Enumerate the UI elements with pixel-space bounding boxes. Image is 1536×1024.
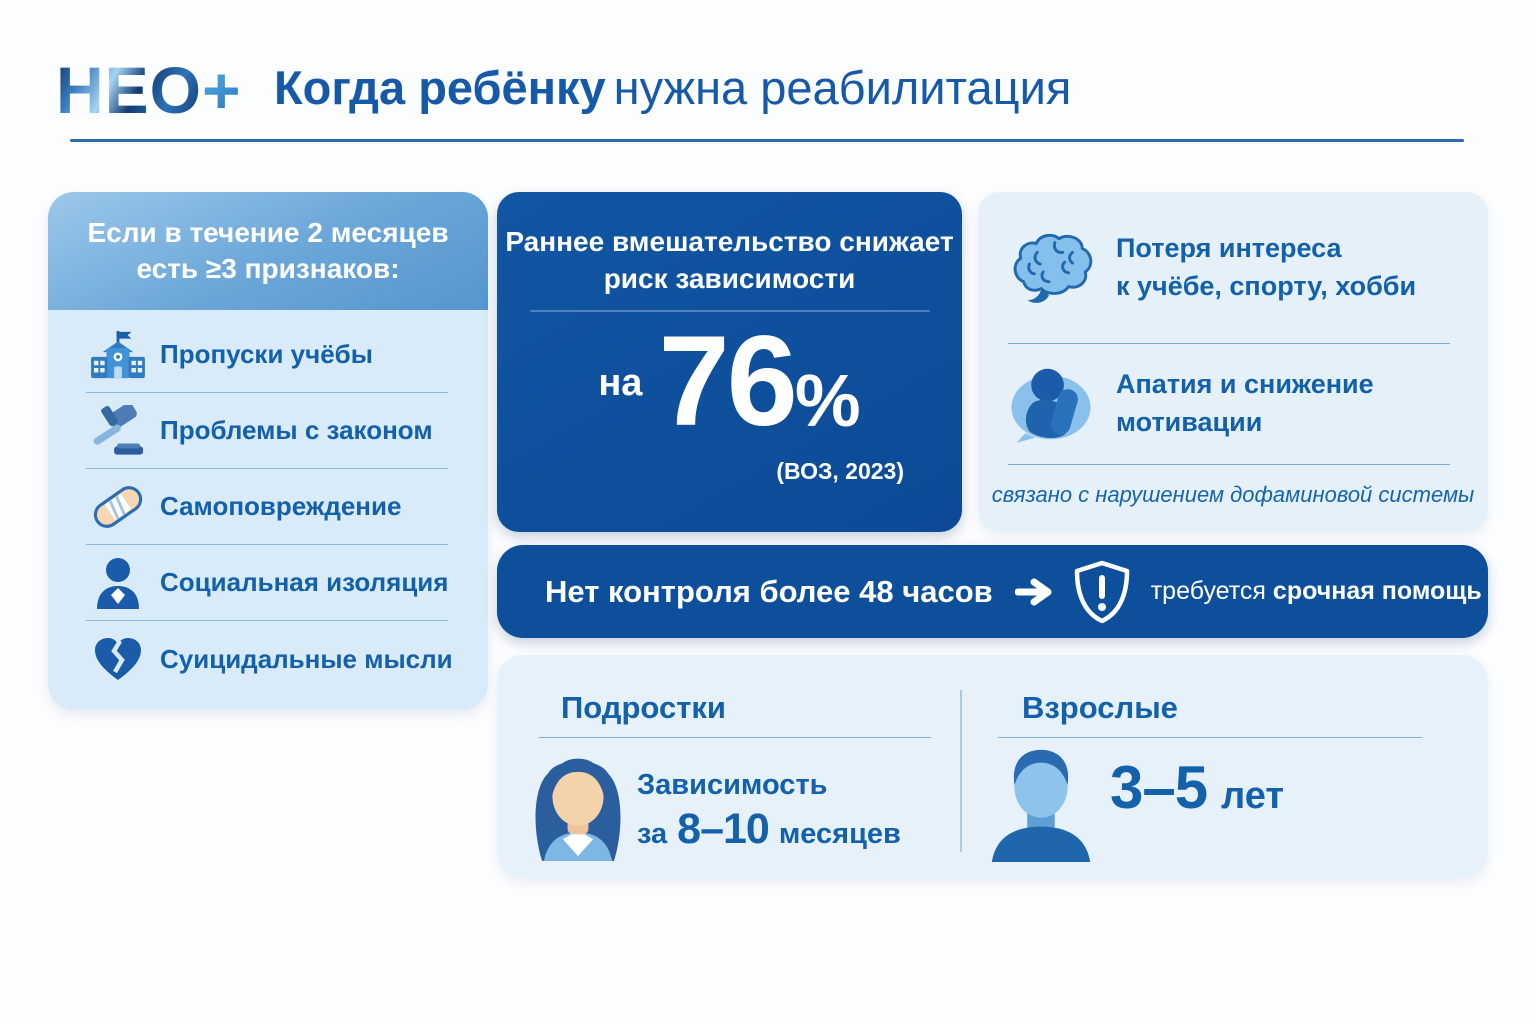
adults-divider bbox=[998, 737, 1422, 738]
teens-value-prefix: за bbox=[637, 818, 668, 850]
early-intervention-stat-panel: Раннее вмешательство снижает риск зависи… bbox=[497, 192, 962, 532]
teens-column: Подростки Зависимость за 8–10 месяцев bbox=[497, 655, 960, 878]
criteria-label: Суицидальные мысли bbox=[160, 643, 453, 674]
adults-column: Взрослые 3–5 лет bbox=[960, 655, 1488, 878]
symptom-line2: к учёбе, спорту, хобби bbox=[1116, 270, 1417, 301]
school-icon bbox=[86, 330, 150, 380]
adults-value-suffix: лет bbox=[1221, 775, 1284, 817]
arrow-right-icon bbox=[1014, 578, 1057, 606]
symptom-line1: Апатия и снижение bbox=[1116, 369, 1374, 400]
teen-girl-avatar bbox=[525, 746, 631, 869]
teens-line2: за 8–10 месяцев bbox=[637, 805, 901, 854]
page-title-bold: Когда ребёнку bbox=[274, 61, 606, 114]
stat-percent-sign: % bbox=[794, 358, 861, 442]
page-title: Когда ребёнку нужна реабилитация bbox=[274, 60, 1071, 115]
brain-icon bbox=[1008, 229, 1094, 307]
adults-title: Взрослые bbox=[1022, 690, 1178, 725]
symptom-text: Апатия и снижение мотивации bbox=[1116, 366, 1374, 442]
adults-timeline-text: 3–5 лет bbox=[1110, 753, 1284, 822]
recovery-timeline-panel: Подростки Зависимость за 8–10 месяцев bbox=[497, 655, 1488, 878]
neo-plus-logo: НЕО+ bbox=[56, 52, 242, 128]
list-item: Суицидальные мысли bbox=[86, 621, 453, 697]
alert-action-regular: требуется bbox=[1150, 577, 1266, 605]
stat-prefix: на bbox=[598, 361, 643, 404]
urgent-help-banner: Нет контроля более 48 часов требуется ср… bbox=[497, 545, 1488, 638]
criteria-panel-heading: Если в течение 2 месяцев есть ≥3 признак… bbox=[48, 192, 488, 310]
stat-value: на 76 % bbox=[497, 309, 962, 453]
stat-heading-line1: Раннее вмешательство bbox=[505, 226, 832, 257]
logo-plus-icon: + bbox=[202, 53, 242, 127]
symptom-line1: Потеря интереса bbox=[1116, 232, 1342, 263]
symptom-line2: мотивации bbox=[1116, 407, 1263, 437]
symptom-text: Потеря интереса к учёбе, спорту, хобби bbox=[1116, 230, 1416, 306]
stat-number: 76 bbox=[658, 309, 797, 453]
teens-line1: Зависимость bbox=[637, 769, 828, 801]
alert-action-bold: срочная помощь bbox=[1272, 577, 1482, 605]
teens-timeline-text: Зависимость за 8–10 месяцев bbox=[637, 769, 901, 854]
apathy-icon bbox=[1008, 360, 1094, 448]
symptoms-panel: Потеря интереса к учёбе, спорту, хобби А… bbox=[978, 192, 1488, 532]
criteria-label: Самоповреждение bbox=[160, 491, 402, 521]
header-divider bbox=[70, 139, 1464, 142]
list-item: Социальная изоляция bbox=[86, 545, 448, 621]
adults-value: 3–5 bbox=[1110, 754, 1208, 821]
teens-value-suffix: месяцев bbox=[778, 818, 901, 850]
bandage-icon bbox=[86, 481, 150, 533]
alert-condition-text: Нет контроля более 48 часов bbox=[545, 573, 993, 609]
criteria-label: Проблемы с законом bbox=[160, 415, 433, 445]
criteria-label: Пропуски учёбы bbox=[160, 339, 373, 369]
stat-source: (ВОЗ, 2023) bbox=[776, 458, 904, 484]
criteria-heading-line1: Если в течение 2 месяцев bbox=[87, 217, 449, 249]
criteria-label: Социальная изоляция bbox=[160, 567, 449, 597]
criteria-panel: Если в течение 2 месяцев есть ≥3 признак… bbox=[48, 192, 488, 710]
list-item: Пропуски учёбы bbox=[86, 317, 448, 393]
adult-man-avatar bbox=[982, 743, 1100, 868]
list-item: Потеря интереса к учёбе, спорту, хобби bbox=[1008, 192, 1450, 344]
teens-divider bbox=[539, 737, 931, 738]
page-title-regular: нужна реабилитация bbox=[613, 61, 1072, 114]
broken-heart-icon bbox=[86, 635, 150, 683]
list-item: Проблемы с законом bbox=[86, 393, 448, 469]
column-divider bbox=[960, 690, 962, 852]
gavel-icon bbox=[86, 404, 150, 457]
teens-value: 8–10 bbox=[677, 805, 770, 853]
criteria-list: Пропуски учёбы Проблемы с законом bbox=[48, 310, 488, 697]
dopamine-footnote: связано с нарушением дофаминовой системы bbox=[991, 482, 1475, 507]
shield-alert-icon bbox=[1073, 560, 1131, 624]
logo-text: НЕО bbox=[56, 53, 203, 127]
stat-heading: Раннее вмешательство снижает риск зависи… bbox=[497, 192, 962, 298]
criteria-heading-line2: есть ≥3 признаков: bbox=[136, 253, 400, 284]
person-icon bbox=[86, 557, 150, 609]
stat-heading-line2: снижает риск зависимости bbox=[603, 226, 954, 294]
stat-divider bbox=[529, 309, 930, 312]
teens-title: Подростки bbox=[561, 690, 726, 725]
list-item: Самоповреждение bbox=[86, 469, 448, 545]
alert-action-text: требуется срочная помощь bbox=[1151, 577, 1482, 606]
list-item: Апатия и снижение мотивации bbox=[1008, 344, 1450, 465]
